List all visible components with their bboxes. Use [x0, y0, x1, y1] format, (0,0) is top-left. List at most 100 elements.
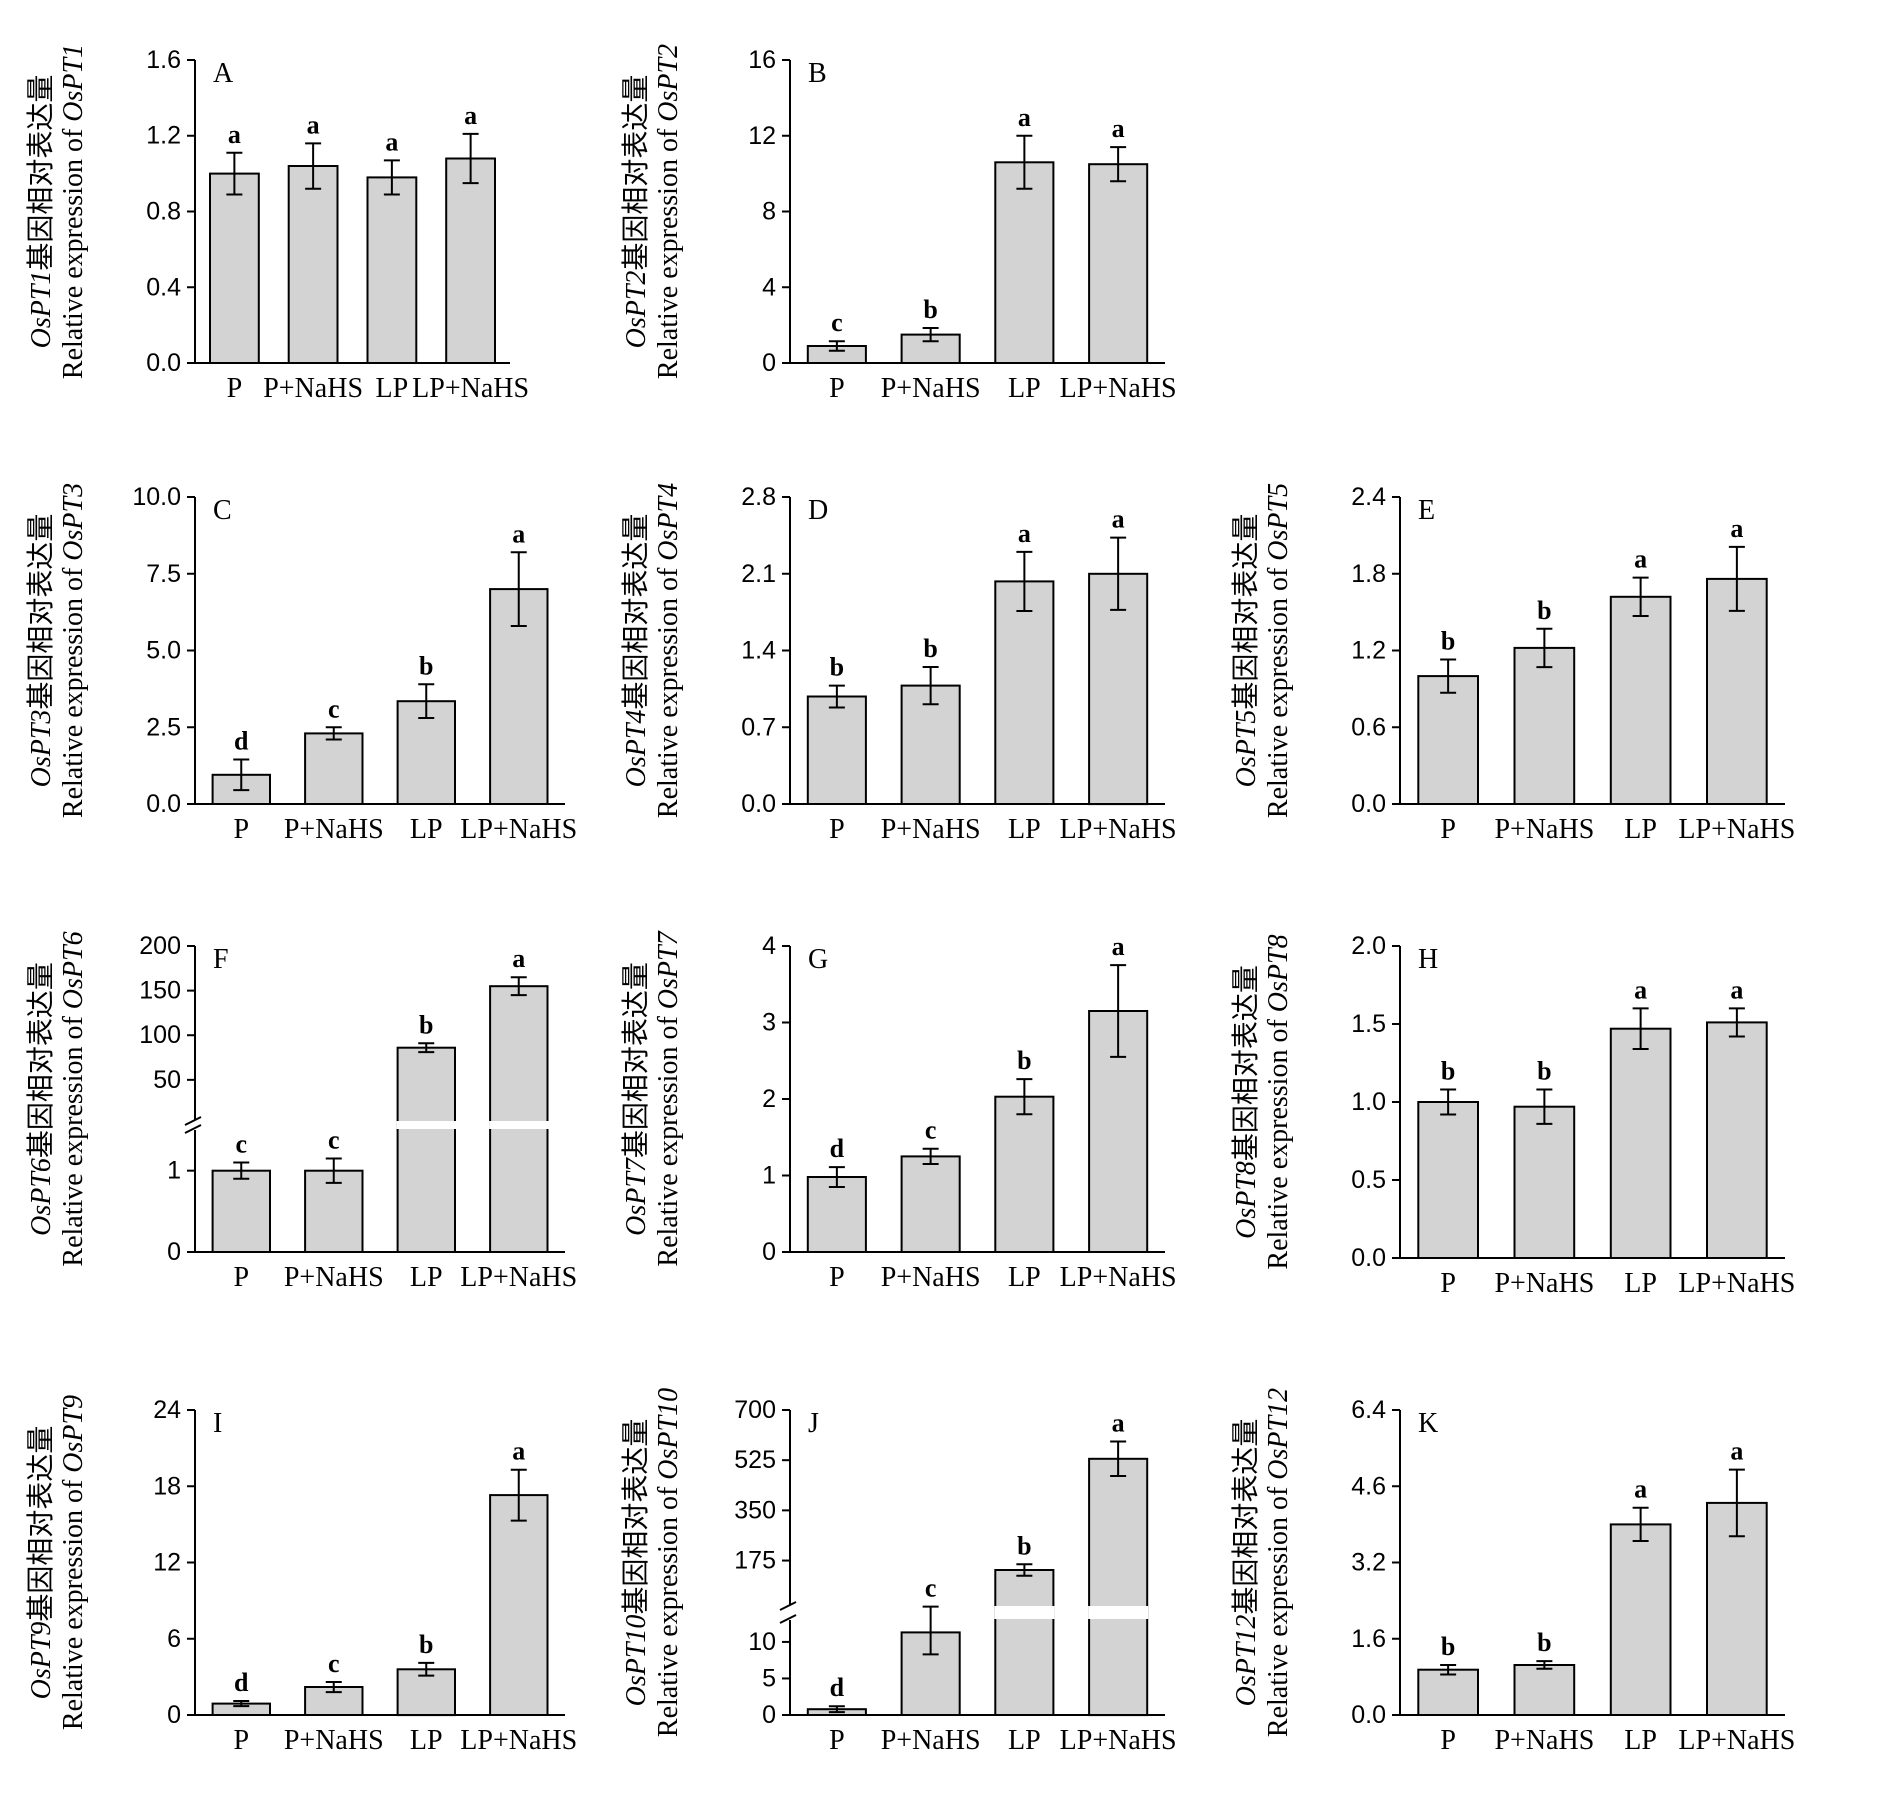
panel-e: b Pb P+NaHS a LP a LP+NaHS 0.0 0.6 1.2 1.8 2.4 E OsPT… — [1230, 483, 1795, 845]
y-axis-label-en-k: Relative expression of OsPT12 — [1263, 1388, 1294, 1737]
x-tick-label-c-1: P — [233, 814, 249, 845]
significance-label-g-1: d — [830, 1134, 845, 1163]
y-axis-label-cn-e: OsPT5基因相对表达量 — [1230, 514, 1262, 788]
x-tick-label-a-3: LP — [376, 373, 409, 404]
x-tick-label-e-3: LP — [1624, 814, 1657, 845]
bar-e-2 — [1513, 646, 1576, 806]
y-tick-label-g-4: 4 — [762, 932, 776, 960]
bar-e-1 — [1417, 675, 1480, 805]
y-axis-label-en-b: Relative expression of OsPT2 — [653, 44, 684, 379]
y-tick-label-c-1: 2.5 — [146, 713, 181, 741]
y-tick-label-e-2: 1.2 — [1351, 637, 1386, 665]
x-tick-label-a-1: P — [227, 373, 243, 404]
y-axis-label-en-e: Relative expression of OsPT5 — [1263, 483, 1294, 818]
y-tick-label-k-3: 4.6 — [1351, 1472, 1386, 1500]
bar-d-1 — [806, 695, 867, 805]
significance-label-c-2: c — [328, 694, 340, 723]
panel-b: c Pb P+NaHS a LP a LP+NaHS 0 4 8 12 16 B OsPT2基因相对表达量… — [620, 44, 1177, 404]
significance-label-k-2: b — [1537, 1628, 1551, 1657]
bar-a-1 — [209, 172, 260, 364]
y-axis-label-cn-i: OsPT9基因相对表达量 — [25, 1426, 57, 1700]
y-tick-label-j-low-2: 10 — [748, 1628, 776, 1656]
significance-label-d-3: a — [1018, 519, 1031, 548]
panel-label-h: H — [1418, 944, 1438, 975]
significance-label-j-3: b — [1017, 1531, 1031, 1560]
y-tick-label-b-4: 16 — [748, 46, 776, 74]
significance-label-a-2: a — [307, 110, 320, 139]
x-tick-label-g-3: LP — [1008, 1262, 1041, 1293]
y-tick-label-b-1: 4 — [762, 273, 776, 301]
significance-label-i-2: c — [328, 1649, 340, 1678]
y-tick-label-h-3: 1.5 — [1351, 1010, 1386, 1038]
x-tick-label-g-4: LP+NaHS — [1060, 1262, 1177, 1293]
bar-f-3 — [396, 1046, 457, 1253]
x-tick-label-k-2: P+NaHS — [1494, 1725, 1594, 1756]
y-tick-label-f-high-0: 50 — [153, 1066, 181, 1094]
x-tick-label-f-1: P — [233, 1262, 249, 1293]
significance-label-f-3: b — [419, 1010, 433, 1039]
y-tick-label-i-3: 18 — [153, 1472, 181, 1500]
significance-label-h-3: a — [1634, 975, 1647, 1004]
x-tick-label-h-4: LP+NaHS — [1678, 1268, 1795, 1299]
y-tick-label-d-3: 2.1 — [741, 560, 776, 588]
x-tick-label-k-1: P — [1440, 1725, 1456, 1756]
significance-label-e-2: b — [1537, 596, 1551, 625]
panel-d: b Pb P+NaHS a LP a LP+NaHS 0.0 0.7 1.4 2.1 2.8 D OsPT… — [620, 483, 1177, 845]
panel-label-k: K — [1418, 1408, 1438, 1439]
bar-j-3 — [994, 1569, 1055, 1716]
panel-i: dPc P+NaHS b LP a LP+NaHS 0 6 12 18 24 I OsPT9基因相对表达… — [25, 1395, 577, 1756]
bar-e-3 — [1609, 595, 1672, 805]
x-tick-label-k-4: LP+NaHS — [1678, 1725, 1795, 1756]
x-tick-label-j-1: P — [829, 1725, 845, 1756]
significance-label-d-4: a — [1112, 505, 1125, 534]
y-tick-label-f-low-0: 0 — [167, 1238, 181, 1266]
bar-h-3 — [1609, 1027, 1672, 1259]
significance-label-j-2: c — [925, 1574, 937, 1603]
panel-label-g: G — [808, 944, 828, 975]
significance-label-b-2: b — [923, 295, 937, 324]
y-tick-label-c-3: 7.5 — [146, 560, 181, 588]
significance-label-g-4: a — [1112, 932, 1125, 961]
x-tick-label-f-2: P+NaHS — [284, 1262, 384, 1293]
x-tick-label-a-2: P+NaHS — [263, 373, 363, 404]
y-axis-label-cn-g: OsPT7基因相对表达量 — [620, 962, 652, 1236]
y-tick-label-d-4: 2.8 — [741, 483, 776, 511]
significance-label-k-4: a — [1730, 1437, 1743, 1466]
y-tick-label-e-4: 2.4 — [1351, 483, 1386, 511]
bar-d-3 — [994, 580, 1055, 806]
y-axis-label-cn-j: OsPT10基因相对表达量 — [620, 1419, 652, 1707]
x-tick-label-i-3: LP — [410, 1725, 443, 1756]
panel-j: dPc P+NaHS b LP a LP+NaHS 0 5 10 175 350 525 700 J OsP… — [620, 1388, 1177, 1756]
y-tick-label-e-1: 0.6 — [1351, 713, 1386, 741]
bar-g-2 — [900, 1155, 961, 1254]
y-tick-label-a-2: 0.8 — [146, 198, 181, 226]
bar-b-4 — [1088, 163, 1149, 364]
x-tick-label-g-2: P+NaHS — [881, 1262, 981, 1293]
panel-label-e: E — [1418, 495, 1435, 526]
y-tick-label-j-high-2: 525 — [734, 1446, 776, 1474]
significance-label-i-3: b — [419, 1630, 433, 1659]
significance-label-f-4: a — [512, 944, 525, 973]
significance-label-g-3: b — [1017, 1046, 1031, 1075]
y-tick-label-j-high-1: 350 — [734, 1496, 776, 1524]
y-axis-label-cn-h: OsPT8基因相对表达量 — [1230, 965, 1262, 1239]
bar-i-3 — [396, 1668, 457, 1717]
y-tick-label-a-1: 0.4 — [146, 273, 181, 301]
significance-label-g-2: c — [925, 1116, 937, 1145]
y-axis-label-cn-f: OsPT6基因相对表达量 — [25, 962, 57, 1236]
x-tick-label-h-1: P — [1440, 1268, 1456, 1299]
panel-label-a: A — [213, 58, 234, 89]
y-tick-label-k-1: 1.6 — [1351, 1625, 1386, 1653]
significance-label-h-4: a — [1730, 975, 1743, 1004]
bar-k-4 — [1706, 1501, 1768, 1717]
panel-g: d Pc P+NaHS b LP a LP+NaHS 0 1 2 3 4 G OsPT7基因相对表达量 Re… — [620, 930, 1177, 1293]
significance-label-i-1: d — [234, 1668, 249, 1697]
y-axis-label-cn-b: OsPT2基因相对表达量 — [620, 75, 652, 349]
significance-label-f-2: c — [328, 1126, 340, 1155]
significance-label-i-4: a — [512, 1437, 525, 1466]
y-tick-label-f-high-3: 200 — [139, 932, 181, 960]
y-tick-label-i-4: 24 — [153, 1396, 181, 1424]
y-tick-label-e-3: 1.8 — [1351, 560, 1386, 588]
y-axis-label-cn-k: OsPT12基因相对表达量 — [1230, 1419, 1262, 1707]
y-axis-label-cn-a: OsPT1基因相对表达量 — [25, 75, 57, 349]
